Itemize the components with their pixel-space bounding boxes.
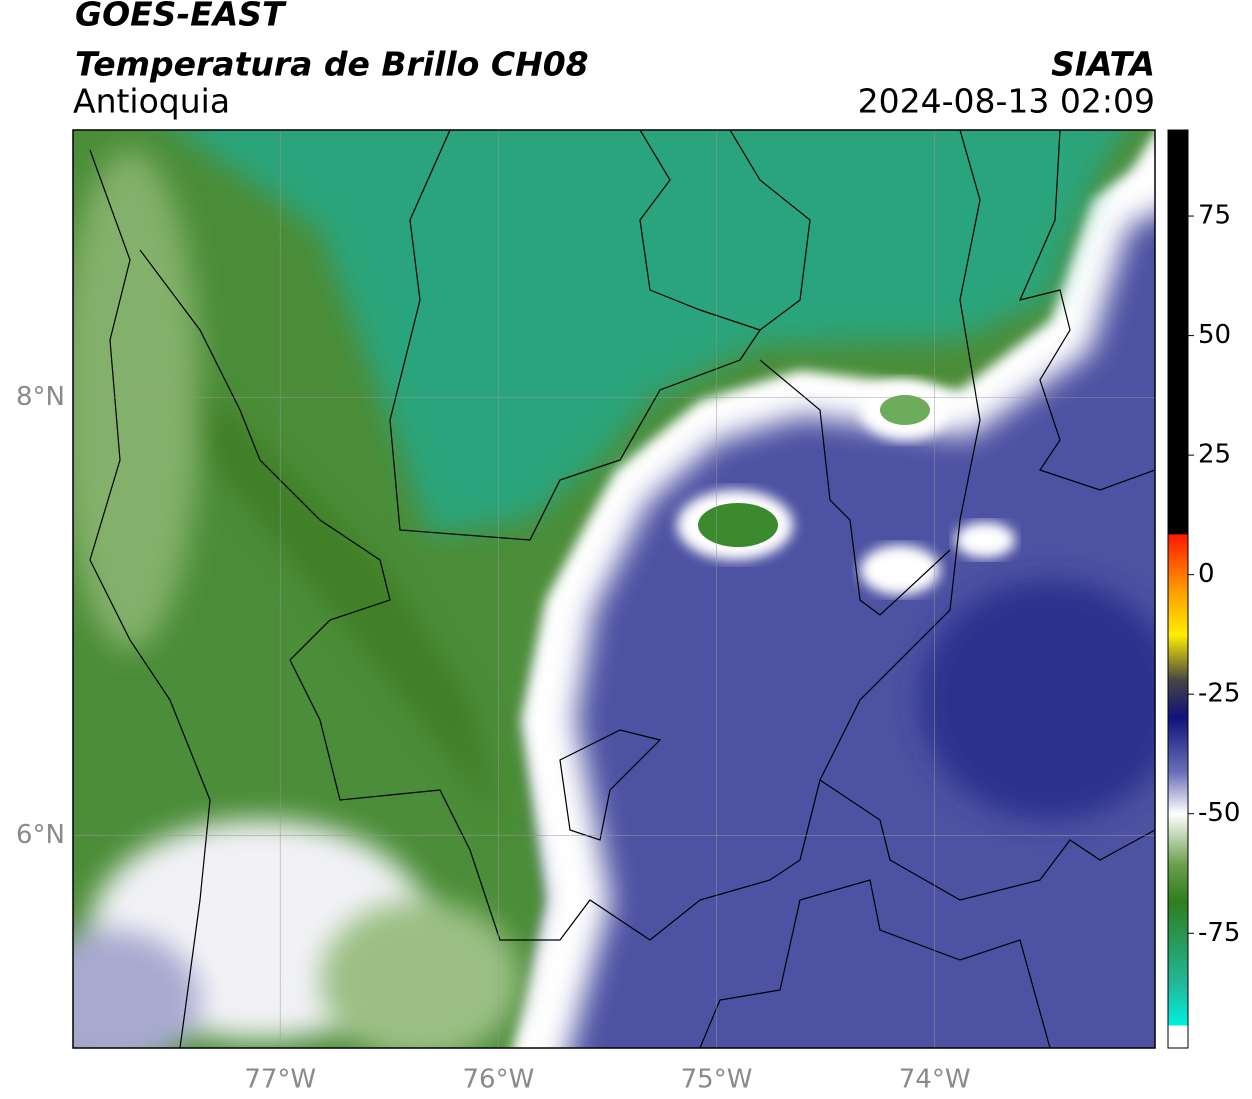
region-title: Antioquia — [73, 82, 230, 121]
colorbar-tick-label: 75 — [1198, 201, 1231, 231]
satellite-title: GOES-EAST — [75, 0, 287, 34]
colorbar-tick-label: -25 — [1198, 679, 1240, 709]
colorbar-tick-label: -50 — [1198, 798, 1240, 828]
y-tick-label: 6°N — [16, 820, 65, 850]
map-frame — [72, 129, 1156, 1049]
colorbar-tick-label: -75 — [1198, 918, 1240, 948]
colorbar — [1167, 129, 1189, 1049]
product-title: Temperatura de Brillo CH08 — [75, 45, 589, 84]
colorbar-tick-label: 25 — [1198, 440, 1231, 470]
x-tick-label: 76°W — [462, 1065, 534, 1095]
grid — [73, 130, 1155, 1048]
map-image — [73, 130, 1155, 1048]
datetime: 2024-08-13 02:09 — [858, 82, 1155, 121]
x-tick-label: 77°W — [244, 1065, 316, 1095]
x-tick-label: 74°W — [899, 1065, 971, 1095]
y-tick-label: 8°N — [16, 382, 65, 412]
x-tick-label: 75°W — [681, 1065, 753, 1095]
source-title: SIATA — [1051, 45, 1155, 84]
colorbar-tick-label: 50 — [1198, 320, 1231, 350]
colorbar-tick-label: 0 — [1198, 559, 1215, 589]
